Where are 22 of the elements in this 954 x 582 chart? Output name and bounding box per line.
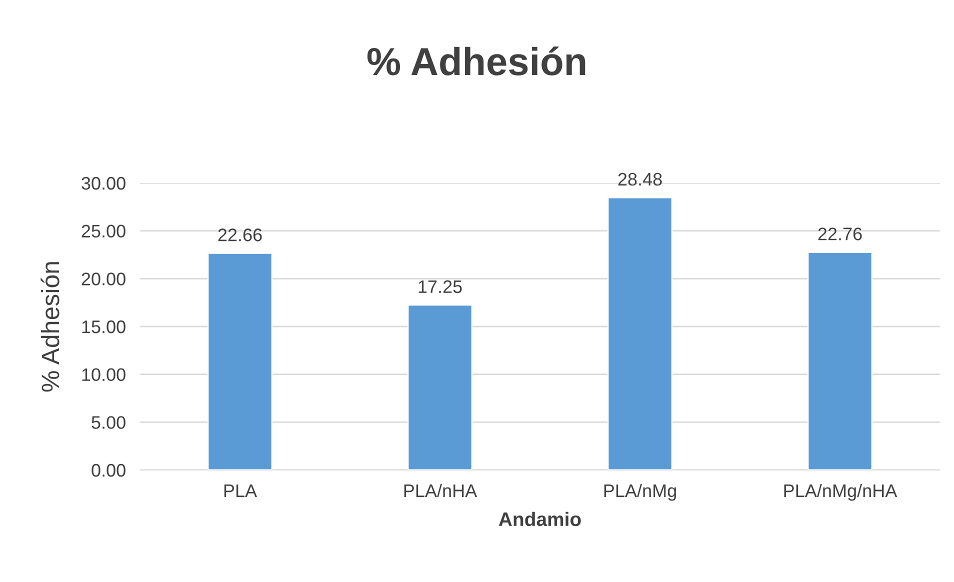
y-tick-label: 5.00 — [92, 416, 126, 429]
x-axis-title: Andamio — [498, 512, 581, 526]
x-tick-label: PLA — [224, 484, 258, 497]
data-label: 28.48 — [618, 172, 662, 186]
y-tick-label: 20.00 — [82, 272, 126, 286]
y-tick-label: 0.00 — [92, 464, 126, 477]
data-label: 22.66 — [218, 228, 262, 242]
y-tick-label: 25.00 — [82, 224, 126, 238]
x-tick-label: PLA/nMg — [604, 484, 676, 501]
y-axis-title: % Adhesión — [40, 262, 60, 392]
data-label: 17.25 — [418, 280, 462, 294]
bar — [607, 196, 673, 470]
bar — [407, 304, 473, 470]
x-tick-label: PLA/nHA — [404, 484, 478, 498]
y-tick-label: 10.00 — [82, 368, 126, 382]
chart-title: % Adhesión — [367, 46, 586, 76]
data-label: 22.76 — [818, 228, 862, 240]
x-tick-label: PLA/nMg/nHA — [784, 484, 898, 501]
bar — [207, 252, 273, 470]
y-tick-label: 15.00 — [82, 320, 126, 334]
y-tick-label: 30.00 — [82, 176, 126, 190]
bar — [807, 252, 873, 470]
